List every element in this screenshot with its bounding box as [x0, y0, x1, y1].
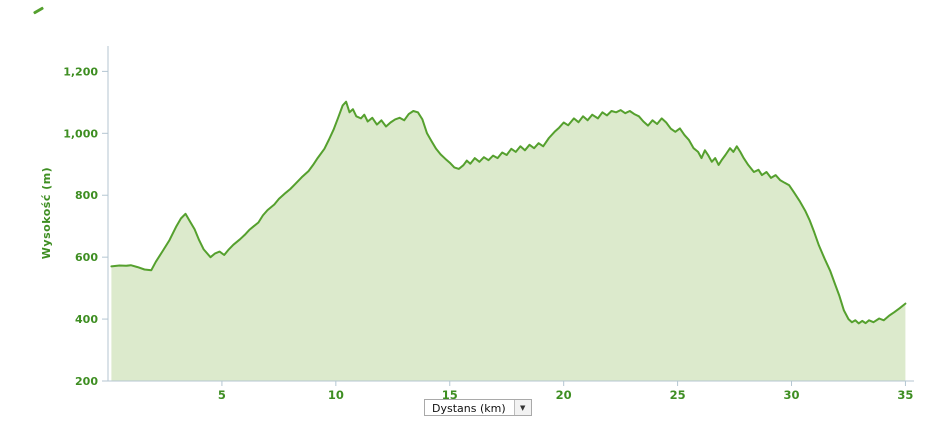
y-tick-label: 800	[75, 189, 98, 202]
x-axis-unit-select-label: Dystans (km)	[432, 402, 506, 415]
elevation-area-fill	[111, 101, 906, 381]
x-tick-label: 15	[442, 388, 458, 402]
y-tick-label: 400	[75, 313, 98, 326]
y-tick-label: 1,200	[63, 65, 98, 78]
x-tick-label: 35	[897, 388, 913, 402]
x-tick-label: 30	[784, 388, 800, 402]
y-tick-label: 1,000	[63, 127, 98, 140]
elevation-line	[110, 100, 907, 325]
chevron-down-icon: ▼	[513, 400, 531, 415]
x-tick-label: 5	[218, 388, 226, 402]
x-axis-unit-select[interactable]: Dystans (km) ▼	[424, 399, 532, 416]
x-tick-label: 25	[670, 388, 686, 402]
x-tick-label: 10	[328, 388, 344, 402]
y-tick-label: 600	[75, 251, 98, 264]
x-tick-label: 20	[556, 388, 572, 402]
y-tick-label: 200	[75, 375, 98, 388]
